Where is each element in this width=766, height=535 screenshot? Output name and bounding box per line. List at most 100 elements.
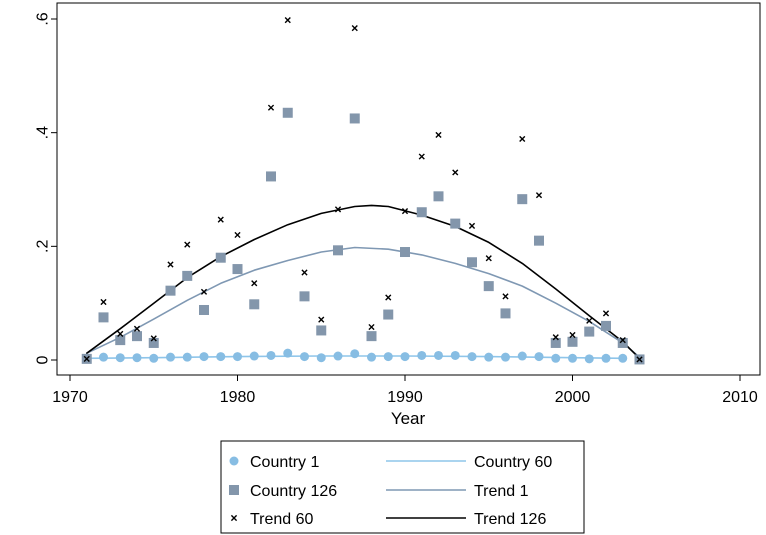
point-country-1	[316, 353, 326, 363]
x-tick-label: 2000	[555, 389, 591, 406]
point-trend-60	[267, 104, 275, 111]
point-trend-60	[251, 280, 258, 287]
legend-symbol	[230, 514, 238, 522]
point-trend-60	[234, 231, 241, 239]
point-country-1	[350, 349, 360, 359]
point-trend-60	[301, 269, 308, 276]
point-country-1	[149, 353, 159, 363]
point-country-1	[517, 351, 527, 361]
point-trend-60	[452, 169, 459, 176]
point-country-126	[483, 281, 494, 292]
point-trend-60	[167, 261, 174, 268]
point-trend-60	[586, 317, 593, 324]
point-trend-60	[519, 135, 526, 143]
point-country-126	[567, 336, 578, 347]
axes: 1970 1980 1990 2000 2010 0 .2 .4 .6	[35, 12, 758, 406]
point-trend-60	[602, 310, 610, 317]
point-country-1	[417, 350, 427, 360]
point-country-126	[132, 331, 142, 342]
point-trend-60	[418, 153, 425, 160]
point-trend-60	[150, 335, 157, 342]
legend-label: Trend 1	[474, 483, 529, 500]
point-trend-60	[334, 206, 342, 213]
point-country-1	[551, 353, 561, 363]
point-trend-60	[435, 131, 442, 139]
point-country-126	[366, 331, 377, 342]
point-trend-60	[83, 355, 90, 362]
legend-label: Trend 126	[474, 511, 546, 528]
point-country-1	[199, 352, 209, 362]
x-axis-title: Year	[391, 409, 426, 428]
legend-label: Trend 60	[250, 511, 314, 528]
point-country-126	[517, 194, 528, 205]
point-trend-60	[184, 241, 191, 248]
point-country-1	[300, 352, 309, 362]
point-country-1	[132, 353, 142, 363]
point-country-1	[233, 352, 242, 362]
point-trend-60	[200, 288, 208, 295]
legend-item-trend-60: Trend 60	[230, 511, 314, 528]
point-country-1	[584, 354, 594, 364]
point-trend-60	[284, 17, 291, 24]
point-country-1	[450, 350, 460, 360]
point-country-1	[367, 352, 376, 362]
point-country-1	[266, 350, 276, 360]
point-country-1	[534, 352, 544, 362]
point-country-1	[467, 352, 477, 362]
point-trend-60	[318, 316, 325, 323]
point-trend-60	[217, 216, 224, 223]
point-country-126	[282, 107, 293, 118]
point-country-1	[484, 352, 494, 362]
legend: Country 1 Country 60 Country 126 Trend 1 Tre…	[220, 440, 585, 534]
legend-label: Country 60	[474, 454, 552, 471]
point-country-1	[333, 351, 343, 361]
point-country-126	[182, 270, 193, 281]
point-country-126	[98, 312, 109, 323]
point-country-126	[316, 325, 327, 336]
point-trend-60	[401, 208, 409, 215]
point-country-126	[550, 337, 561, 348]
point-country-1	[283, 348, 293, 358]
point-trend-60	[117, 330, 124, 337]
scatter-points	[81, 17, 645, 365]
point-trend-60	[552, 334, 559, 341]
point-country-126	[450, 218, 461, 229]
point-country-126	[148, 337, 159, 348]
point-country-1	[601, 353, 611, 363]
point-trend-60	[100, 298, 107, 306]
point-country-126	[433, 191, 444, 202]
point-country-126	[215, 252, 226, 263]
point-country-1	[568, 353, 577, 363]
point-trend-60	[485, 255, 492, 262]
point-country-1	[501, 352, 510, 362]
line-trend-1	[86, 246, 641, 358]
y-tick-label: .6	[35, 12, 52, 25]
point-trend-60	[535, 192, 543, 199]
point-country-126	[467, 257, 477, 268]
y-tick-label: .2	[35, 240, 52, 253]
point-trend-60	[569, 331, 576, 339]
x-tick-label: 1970	[52, 389, 88, 406]
point-country-126	[400, 247, 410, 258]
legend-label: Country 1	[250, 454, 319, 471]
point-country-126	[584, 326, 595, 337]
point-trend-60	[133, 325, 141, 332]
legend-item-country-60: Country 60	[386, 454, 552, 471]
point-country-126	[165, 285, 176, 296]
point-trend-60	[502, 293, 509, 300]
point-country-126	[232, 264, 243, 275]
point-country-126	[266, 171, 276, 182]
point-country-126	[601, 320, 611, 331]
legend-item-country-126: Country 126	[229, 483, 337, 500]
point-trend-60	[351, 24, 358, 32]
x-tick-label: 1980	[220, 389, 256, 406]
point-trend-60	[636, 356, 643, 363]
point-country-126	[199, 304, 209, 315]
plot-area	[56, 2, 761, 376]
point-country-1	[99, 352, 108, 362]
point-country-126	[383, 309, 394, 320]
x-tick-label: 1990	[387, 389, 423, 406]
point-trend-60	[385, 294, 392, 301]
point-trend-60	[619, 337, 626, 344]
